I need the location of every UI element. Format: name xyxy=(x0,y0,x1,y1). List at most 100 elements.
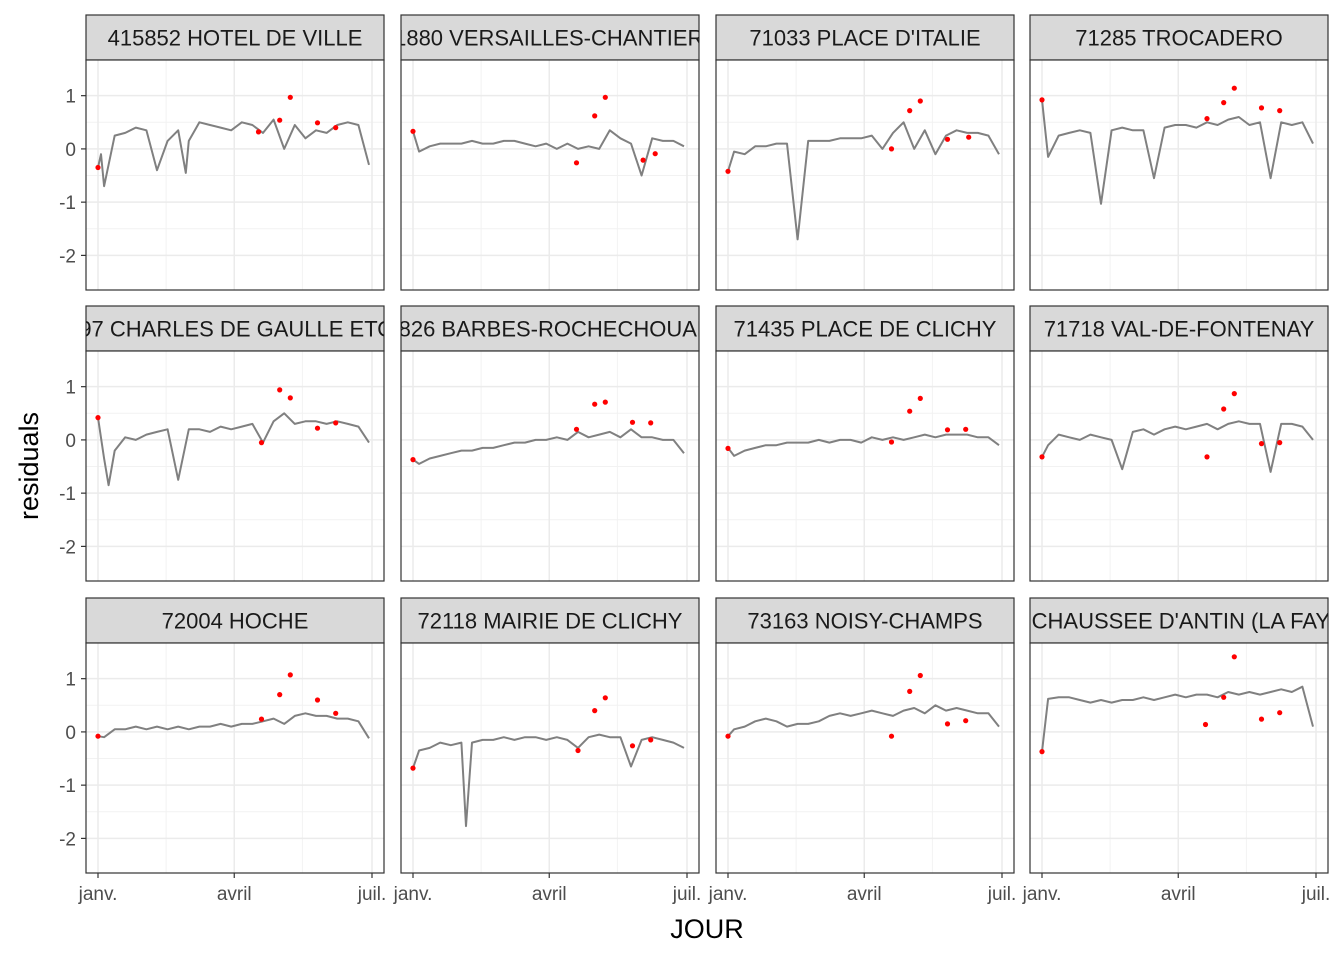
x-tick-label: avril xyxy=(1161,884,1196,905)
facet-panel: 73626 CHAUSSEE D'ANTIN (LA FAYETTE) xyxy=(1029,597,1329,874)
facet-strip-label: 71297 CHARLES DE GAULLE ETOILE xyxy=(43,317,428,342)
x-tick-label: janv. xyxy=(1022,884,1062,905)
panel-background xyxy=(1030,351,1328,581)
highlight-point xyxy=(917,395,923,401)
highlight-point xyxy=(314,425,321,431)
facet-panel: 72118 MAIRIE DE CLICHY xyxy=(400,597,700,874)
highlight-point xyxy=(888,733,895,739)
highlight-point xyxy=(333,125,339,131)
highlight-point xyxy=(1258,105,1265,111)
x-axis-title: JOUR xyxy=(670,914,744,944)
facet-panel: 415852 HOTEL DE VILLE xyxy=(85,14,385,291)
panel-border xyxy=(1029,59,1329,291)
highlight-point xyxy=(1221,694,1227,700)
highlight-point xyxy=(333,420,339,426)
panel-border xyxy=(715,350,1015,582)
panel-border xyxy=(715,642,1015,874)
y-tick-label: -2 xyxy=(59,537,76,558)
highlight-point xyxy=(287,395,293,401)
x-tick-label: avril xyxy=(847,884,882,905)
panel-background xyxy=(86,60,384,290)
facet-panel: 71033 PLACE D'ITALIE xyxy=(715,14,1015,291)
x-tick-label: janv. xyxy=(78,884,118,905)
highlight-point xyxy=(95,733,101,739)
x-tick-label: avril xyxy=(532,884,567,905)
facet-strip xyxy=(400,305,700,352)
facet-strip xyxy=(1029,597,1329,644)
highlight-point xyxy=(944,721,951,727)
highlight-point xyxy=(277,692,283,698)
facet-panel: 71826 BARBES-ROCHECHOUART xyxy=(374,305,726,582)
highlight-point xyxy=(1231,391,1237,397)
y-tick-label: -1 xyxy=(59,193,76,214)
x-tick-label: juil. xyxy=(987,884,1017,905)
highlight-point xyxy=(573,160,580,166)
highlight-point xyxy=(277,387,283,393)
highlight-point xyxy=(907,408,913,414)
panel-background xyxy=(716,643,1014,873)
highlight-point xyxy=(410,457,416,463)
highlight-point xyxy=(944,136,951,142)
x-tick-label: janv. xyxy=(708,884,748,905)
y-tick-label: -1 xyxy=(59,484,76,505)
residuals-line xyxy=(727,433,1000,457)
highlight-point xyxy=(725,445,731,451)
facet-panel: 72004 HOCHE xyxy=(85,597,385,874)
highlight-point xyxy=(963,426,969,432)
y-tick-label: 1 xyxy=(65,87,76,108)
facet-strip-label: 71285 TROCADERO xyxy=(1075,26,1282,51)
panel-background xyxy=(1030,643,1328,873)
highlight-point xyxy=(907,108,913,114)
highlight-point xyxy=(888,439,895,445)
highlight-point xyxy=(602,695,608,701)
facet-strip-label: 73163 NOISY-CHAMPS xyxy=(747,609,982,634)
highlight-point xyxy=(652,151,658,157)
highlight-point xyxy=(888,146,895,152)
y-tick-label: 1 xyxy=(65,378,76,399)
highlight-point xyxy=(333,710,339,716)
panel-border xyxy=(400,350,700,582)
panel-background xyxy=(401,643,699,873)
highlight-point xyxy=(1039,97,1045,103)
y-tick-label: -2 xyxy=(59,246,76,267)
facet-panel: 71297 CHARLES DE GAULLE ETOILE xyxy=(43,305,428,582)
highlight-point xyxy=(602,94,608,100)
residuals-line xyxy=(412,428,685,465)
panel-border xyxy=(400,642,700,874)
residuals-line xyxy=(97,412,370,487)
highlight-point xyxy=(629,743,636,749)
highlight-point xyxy=(1231,654,1237,660)
facet-panel: 71880 VERSAILLES-CHANTIERS xyxy=(400,14,700,291)
residuals-line xyxy=(1041,685,1314,752)
highlight-point xyxy=(1231,85,1237,91)
highlight-point xyxy=(573,426,580,432)
panel-border xyxy=(400,59,700,291)
panel-border xyxy=(85,350,385,582)
highlight-point xyxy=(629,419,636,425)
facet-strip xyxy=(85,597,385,644)
y-tick-label: 0 xyxy=(65,431,76,452)
residuals-line xyxy=(727,121,1000,241)
highlight-point xyxy=(963,718,969,724)
x-tick-label: juil. xyxy=(1301,884,1331,905)
highlight-point xyxy=(277,117,283,123)
highlight-point xyxy=(575,747,581,754)
y-tick-label: -2 xyxy=(59,829,76,850)
facet-strip xyxy=(400,597,700,644)
panel-background xyxy=(716,60,1014,290)
highlight-point xyxy=(314,120,321,126)
panel-background xyxy=(401,60,699,290)
highlight-point xyxy=(1202,721,1209,728)
residuals-line xyxy=(1041,420,1314,473)
highlight-point xyxy=(592,401,598,407)
facet-strip-label: 415852 HOTEL DE VILLE xyxy=(108,26,363,51)
highlight-point xyxy=(410,128,416,134)
highlight-point xyxy=(648,420,654,426)
highlight-point xyxy=(592,708,598,714)
y-tick-label: 0 xyxy=(65,723,76,744)
facet-strip xyxy=(715,305,1015,352)
facet-strip-label: 71826 BARBES-ROCHECHOUART xyxy=(374,317,726,342)
residuals-line xyxy=(727,704,1000,737)
